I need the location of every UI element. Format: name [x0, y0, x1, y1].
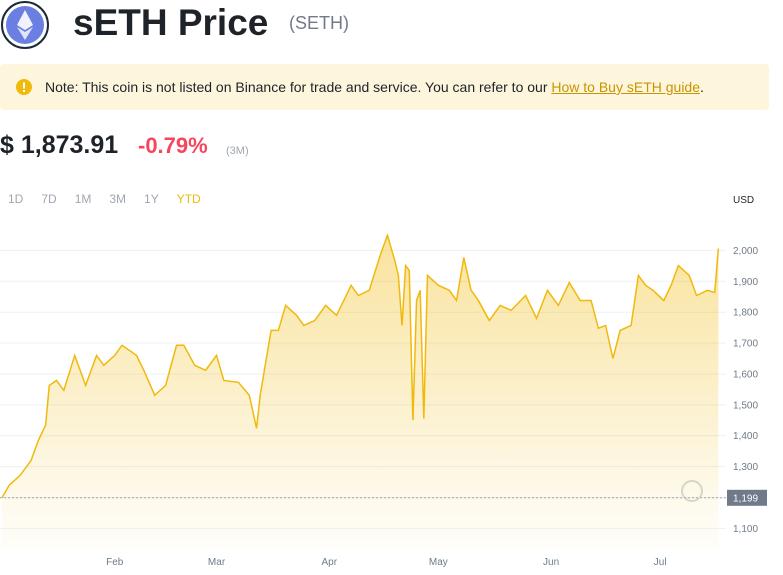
y-tick-label: 1,400: [733, 431, 758, 442]
x-tick-label: Jun: [543, 557, 559, 568]
area-fill: [2, 235, 719, 550]
price: $ 1,873.91: [0, 131, 119, 159]
y-tick-label: 1,700: [733, 339, 758, 350]
note-icon: [16, 79, 32, 95]
y-tick-label: 1,900: [733, 277, 758, 288]
timeframe[interactable]: YTD: [176, 192, 201, 206]
coin-icon: [1, 1, 49, 49]
y-tick-label: 1,800: [733, 308, 758, 319]
x-tick-label: Mar: [208, 557, 226, 568]
x-tick-label: May: [429, 557, 448, 568]
chart: USD 1,1001,2001,3001,4001,5001,6001,7001…: [0, 195, 767, 568]
x-tick-label: Jul: [654, 557, 667, 568]
x-tick-label: Apr: [321, 557, 337, 568]
x-tick-label: Feb: [106, 557, 124, 568]
y-tick-label: 1,100: [733, 524, 758, 535]
y-tick-label: 1,300: [733, 462, 758, 473]
timeframe[interactable]: 1M: [74, 192, 92, 206]
y-tick-label: 1,600: [733, 369, 758, 380]
timeframe[interactable]: 3M: [109, 192, 127, 206]
timeframes: 1D 7D 1M 3M 1Y YTD: [8, 192, 219, 206]
y-tick-label: 1,500: [733, 400, 758, 411]
timeframe[interactable]: 1D: [8, 192, 24, 206]
price-change: -0.79%: [138, 133, 208, 158]
timeframe[interactable]: 1Y: [144, 192, 159, 206]
reference-label-bg: [727, 489, 767, 506]
reference-label: 1,199: [733, 493, 758, 504]
symbol: (SETH): [289, 13, 349, 33]
y-tick-label: 2,000: [733, 246, 758, 257]
timeframe[interactable]: 7D: [41, 192, 57, 206]
title: sETH Price: [73, 2, 269, 43]
note-text: Note: This coin is not listed on Binance…: [45, 79, 548, 95]
price-line: [1, 232, 720, 499]
note-end: .: [700, 79, 704, 95]
currency: USD: [733, 195, 754, 206]
note-link[interactable]: How to Buy sETH guide: [551, 79, 700, 95]
note: Note: This coin is not listed on Binance…: [0, 64, 769, 110]
change-period: (3M): [226, 145, 249, 157]
